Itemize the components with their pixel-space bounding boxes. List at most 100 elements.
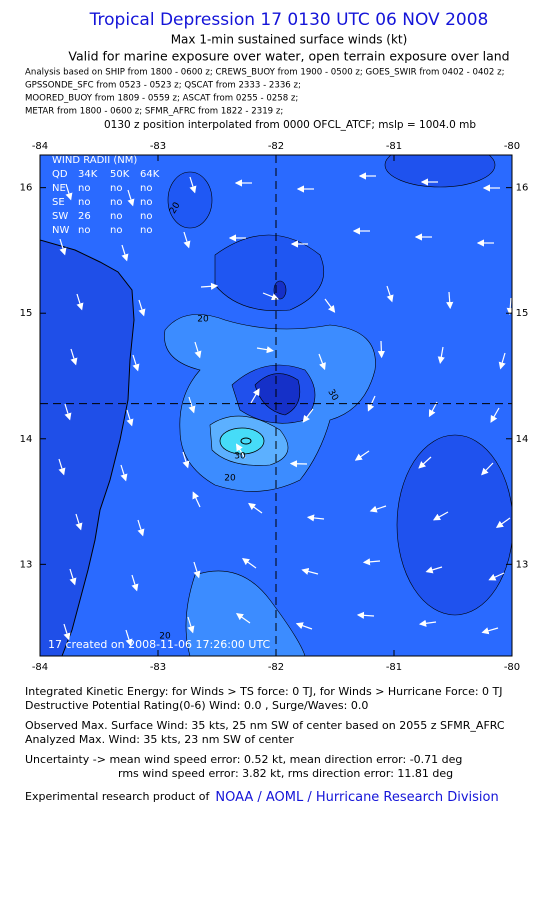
wind-radii-head: 64K xyxy=(140,169,160,180)
wind-vector xyxy=(64,403,72,421)
wind-radii-head: 34K xyxy=(78,169,98,180)
wind-vector xyxy=(386,285,394,303)
wind-vector xyxy=(262,292,279,301)
wind-vector xyxy=(356,611,375,619)
x-tick-label: -84 xyxy=(32,662,48,673)
analysis-line: Analysis based on SHIP from 1800 - 0600 … xyxy=(25,68,505,78)
y-tick-label: 16 xyxy=(20,183,33,194)
x-tick-label: -83 xyxy=(150,662,166,673)
contour xyxy=(219,427,265,455)
wind-vector xyxy=(362,558,381,566)
wind-vectors xyxy=(58,172,512,647)
wind-vector xyxy=(59,238,67,256)
x-tick-label: -82 xyxy=(268,662,284,673)
y-tick-label: 15 xyxy=(20,308,33,319)
contour-label: 20 xyxy=(224,474,236,484)
wind-radii-cell: NE xyxy=(52,183,66,194)
wind-vector xyxy=(127,189,135,207)
wind-vector xyxy=(425,566,443,574)
wind-vector xyxy=(187,616,195,634)
footer-line: Destructive Potential Rating(0-6) Wind: … xyxy=(25,699,368,712)
footer-line: Integrated Kinetic Energy: for Winds > T… xyxy=(25,685,503,698)
wind-vector xyxy=(295,622,313,630)
y-tick-label: 16 xyxy=(516,183,529,194)
validity: Valid for marine exposure over water, op… xyxy=(68,49,509,64)
wind-vector xyxy=(498,352,506,370)
wind-vector xyxy=(120,464,128,482)
wind-vector xyxy=(131,574,139,592)
credit-link[interactable]: NOAA / AOML / Hurricane Research Divisio… xyxy=(215,790,498,805)
wind-radii-head: QD xyxy=(52,169,68,180)
wind-vector xyxy=(488,572,505,581)
wind-vector xyxy=(125,629,133,647)
wind-vector xyxy=(132,354,140,372)
wind-vector xyxy=(369,505,387,513)
wind-radii-cell: no xyxy=(140,225,152,236)
wind-vector xyxy=(192,491,201,508)
x-tick-label: -82 xyxy=(268,141,284,152)
wind-vector xyxy=(242,557,257,569)
wind-vector xyxy=(481,462,494,476)
wind-radii-title: WIND RADII (NM) xyxy=(52,155,137,166)
y-tick-label: 13 xyxy=(516,559,529,570)
contour-label: 20 xyxy=(159,632,171,642)
wind-vector xyxy=(182,451,190,469)
contour xyxy=(396,434,512,616)
wind-vector xyxy=(235,443,246,459)
wind-vector xyxy=(324,298,336,313)
wind-radii-cell: SE xyxy=(52,197,65,208)
analysis-line: GPSSONDE_SFC from 0523 - 0523 z; QSCAT f… xyxy=(25,81,301,91)
wind-vector xyxy=(194,341,202,359)
wind-vector xyxy=(432,511,449,521)
wind-vector xyxy=(495,517,511,528)
wind-radii-cell: no xyxy=(140,183,152,194)
wind-vector xyxy=(70,348,78,366)
y-tick-label: 14 xyxy=(516,434,529,445)
wind-vector xyxy=(200,282,219,290)
wind-radii-cell: no xyxy=(110,197,122,208)
y-tick-label: 15 xyxy=(516,308,529,319)
wind-radii-cell: NW xyxy=(52,225,69,236)
wind-radii-head: 50K xyxy=(110,169,130,180)
wind-radii-cell: no xyxy=(78,197,90,208)
wind-vector xyxy=(65,183,73,201)
wind-vector xyxy=(138,299,146,317)
x-tick-label: -83 xyxy=(150,141,166,152)
contour xyxy=(254,373,301,416)
wind-vector xyxy=(183,231,191,249)
wind-vector xyxy=(256,346,274,354)
footer-line: Uncertainty -> mean wind speed error: 0.… xyxy=(25,753,462,766)
wind-vector xyxy=(75,513,83,531)
wind-vector xyxy=(193,561,201,579)
wind-vector xyxy=(418,619,437,627)
y-tick-label: 13 xyxy=(20,559,33,570)
wind-radii-cell: no xyxy=(110,183,122,194)
wind-vector xyxy=(437,346,445,364)
wind-vector xyxy=(428,401,438,418)
subtitle: Max 1-min sustained surface winds (kt) xyxy=(171,33,408,47)
wind-vector xyxy=(189,176,197,194)
contour xyxy=(185,570,306,656)
wind-vector xyxy=(137,519,145,537)
x-tick-label: -84 xyxy=(32,141,48,152)
wind-vector xyxy=(354,450,370,461)
wind-vector xyxy=(63,623,71,641)
analysis-line: METAR from 1800 - 0600 z; SFMR_AFRC from… xyxy=(25,107,283,117)
wind-vector xyxy=(490,407,500,423)
wind-radii-cell: 26 xyxy=(78,211,91,222)
title: Tropical Depression 17 0130 UTC 06 NOV 2… xyxy=(89,10,489,30)
wind-vector xyxy=(250,388,260,404)
contour xyxy=(240,437,252,445)
wind-radii-cell: SW xyxy=(52,211,68,222)
wind-vector xyxy=(481,627,499,635)
footer-line: rms wind speed error: 3.82 kt, rms direc… xyxy=(118,767,453,780)
contour xyxy=(167,171,213,229)
wind-vector xyxy=(126,409,134,427)
x-tick-label: -80 xyxy=(504,141,520,152)
wind-vector xyxy=(76,293,84,311)
wind-radii-cell: no xyxy=(110,211,122,222)
contour-label: 30 xyxy=(234,452,246,462)
contour xyxy=(384,155,496,188)
